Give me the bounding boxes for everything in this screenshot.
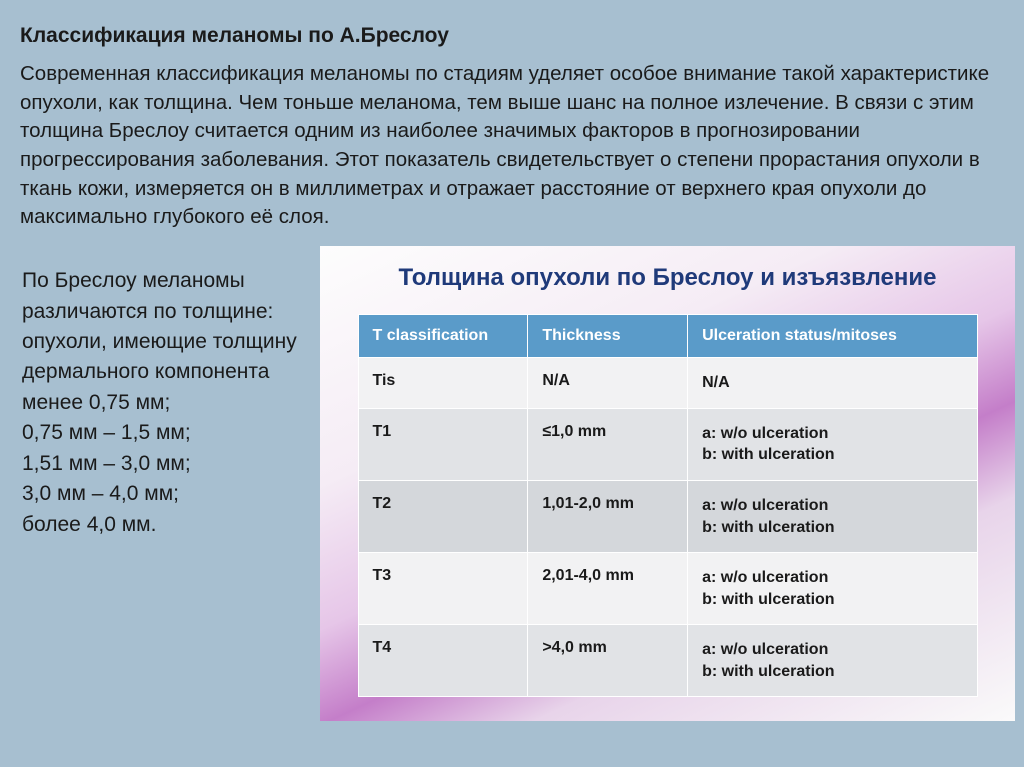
left-item-4: более 4,0 мм.	[22, 510, 314, 540]
cell-ulceration: a: w/o ulcerationb: with ulceration	[688, 408, 977, 480]
table-panel: Толщина опухоли по Бреслоу и изъязвление…	[320, 246, 1015, 721]
cell-t: T4	[358, 625, 528, 697]
cell-thickness: ≤1,0 mm	[528, 408, 688, 480]
lower-region: По Бреслоу меланомы различаются по толщи…	[0, 246, 1024, 721]
cell-thickness: N/A	[528, 358, 688, 409]
cell-t: Tis	[358, 358, 528, 409]
left-item-0: опухоли, имеющие толщину дермального ком…	[22, 327, 314, 418]
left-classification-text: По Бреслоу меланомы различаются по толщи…	[0, 246, 320, 540]
breslow-table: T classification Thickness Ulceration st…	[358, 314, 978, 697]
panel-title: Толщина опухоли по Бреслоу и изъязвление	[342, 264, 993, 292]
table-row: T1 ≤1,0 mm a: w/o ulcerationb: with ulce…	[358, 408, 977, 480]
intro-paragraph: Современная классификация меланомы по ст…	[0, 60, 1024, 246]
cell-t: T3	[358, 553, 528, 625]
table-row: Tis N/A N/A	[358, 358, 977, 409]
table-row: T4 >4,0 mm a: w/o ulcerationb: with ulce…	[358, 625, 977, 697]
left-item-1: 0,75 мм – 1,5 мм;	[22, 418, 314, 448]
table-row: T3 2,01-4,0 mm a: w/o ulcerationb: with …	[358, 553, 977, 625]
cell-t: T2	[358, 480, 528, 552]
left-lead: По Бреслоу меланомы различаются по толщи…	[22, 266, 314, 327]
cell-ulceration: a: w/o ulcerationb: with ulceration	[688, 480, 977, 552]
cell-ulceration: a: w/o ulcerationb: with ulceration	[688, 553, 977, 625]
page-title: Классификация меланомы по А.Бреслоу	[0, 0, 1024, 60]
table-header-row: T classification Thickness Ulceration st…	[358, 315, 977, 358]
cell-ulceration: a: w/o ulcerationb: with ulceration	[688, 625, 977, 697]
table-row: T2 1,01-2,0 mm a: w/o ulcerationb: with …	[358, 480, 977, 552]
cell-thickness: >4,0 mm	[528, 625, 688, 697]
col-header-t: T classification	[358, 315, 528, 358]
col-header-ulceration: Ulceration status/mitoses	[688, 315, 977, 358]
left-item-3: 3,0 мм – 4,0 мм;	[22, 479, 314, 509]
cell-thickness: 2,01-4,0 mm	[528, 553, 688, 625]
col-header-thickness: Thickness	[528, 315, 688, 358]
cell-t: T1	[358, 408, 528, 480]
left-item-2: 1,51 мм – 3,0 мм;	[22, 449, 314, 479]
cell-ulceration: N/A	[688, 358, 977, 409]
cell-thickness: 1,01-2,0 mm	[528, 480, 688, 552]
